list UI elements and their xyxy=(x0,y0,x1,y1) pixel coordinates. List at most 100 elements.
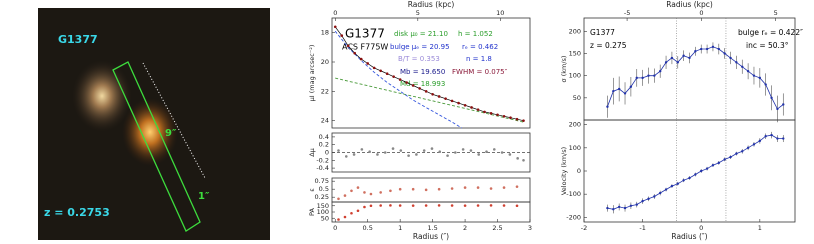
data-point xyxy=(764,135,767,138)
data-point xyxy=(752,74,756,77)
data-point xyxy=(385,72,389,76)
data-point xyxy=(647,197,650,201)
annotation: Mb = 19.650 xyxy=(400,68,445,76)
data-point xyxy=(372,66,376,70)
y-tick-label: 150 xyxy=(569,49,581,57)
data-point xyxy=(379,191,382,194)
data-point xyxy=(492,148,496,151)
y-tick-label: -0.4 xyxy=(316,164,329,172)
data-point xyxy=(369,192,373,196)
data-point xyxy=(411,187,415,191)
data-point xyxy=(489,204,493,207)
data-point xyxy=(509,116,512,120)
data-point xyxy=(617,87,621,91)
data-point xyxy=(446,154,449,157)
annotation: n = 1.8 xyxy=(466,55,492,63)
data-point xyxy=(735,61,738,64)
data-point xyxy=(758,76,762,80)
data-point xyxy=(711,45,715,49)
data-point xyxy=(717,161,721,165)
data-point xyxy=(352,153,356,156)
data-point xyxy=(612,89,615,93)
y-tick-label: -0.2 xyxy=(316,156,329,164)
data-point xyxy=(664,188,668,191)
x2-tick-label: -5 xyxy=(624,9,630,17)
data-point xyxy=(758,139,762,143)
data-point xyxy=(723,52,726,55)
x2-tick-label: 5 xyxy=(774,9,778,17)
data-point xyxy=(450,99,454,103)
y-axis-label: σ (km/s) xyxy=(560,56,568,83)
slit xyxy=(112,61,201,232)
data-point xyxy=(369,204,373,208)
galaxy-image: G1377 z = 0.2753 9″ 1″ xyxy=(38,8,270,240)
data-point xyxy=(337,197,340,201)
data-point xyxy=(353,51,357,55)
data-point xyxy=(676,61,679,64)
data-point xyxy=(735,152,738,155)
x-tick-label: 0.5 xyxy=(363,224,373,232)
data-point xyxy=(485,150,488,154)
y-tick-label: 50 xyxy=(573,94,581,102)
data-point xyxy=(741,150,744,153)
data-point xyxy=(350,189,353,193)
annotation: bulge μₑ = 20.95 xyxy=(390,43,450,51)
data-point xyxy=(344,155,348,158)
data-point xyxy=(606,105,609,108)
data-point xyxy=(444,97,447,100)
data-point xyxy=(670,56,674,60)
data-point xyxy=(641,76,644,80)
annotation: disk μ₀ = 21.10 xyxy=(394,30,448,38)
data-point xyxy=(694,173,697,176)
data-point xyxy=(424,204,428,207)
data-point xyxy=(717,47,721,51)
data-point xyxy=(431,92,434,96)
data-point xyxy=(629,85,633,88)
data-point xyxy=(415,153,418,156)
data-point xyxy=(463,204,467,207)
y-axis-label: Δμ xyxy=(308,148,316,157)
y-tick-label: 200 xyxy=(569,27,581,35)
y-tick-label: 18 xyxy=(321,29,329,37)
data-point xyxy=(623,206,627,210)
data-point xyxy=(437,204,441,207)
data-point xyxy=(470,106,473,109)
model-line xyxy=(335,77,524,123)
data-point xyxy=(379,204,382,207)
data-point xyxy=(515,204,519,208)
annotation: G1377 xyxy=(590,28,615,37)
data-point xyxy=(676,182,679,185)
data-point xyxy=(635,76,638,80)
x-tick-label: -1 xyxy=(639,224,645,232)
data-point xyxy=(617,205,621,209)
y-tick-label: 22 xyxy=(321,87,329,95)
data-point xyxy=(629,204,633,207)
data-point xyxy=(516,157,519,160)
y-axis-label: μI (mag arcsec⁻²) xyxy=(308,45,316,102)
y-tick-label: 0.4 xyxy=(319,133,329,141)
annotation: inc = 50.3° xyxy=(746,41,789,50)
slit-width-label: 1″ xyxy=(198,191,210,202)
data-point xyxy=(368,150,371,154)
data-point xyxy=(489,112,493,115)
data-point xyxy=(437,187,441,191)
data-point xyxy=(477,153,481,156)
y-tick-label: -100 xyxy=(566,190,581,198)
data-point xyxy=(770,96,773,100)
data-point xyxy=(606,206,609,210)
data-point xyxy=(405,81,408,84)
data-point xyxy=(776,107,779,111)
y-tick-label: -200 xyxy=(566,213,581,221)
data-point xyxy=(705,167,709,170)
data-point xyxy=(658,191,662,195)
data-point xyxy=(363,191,366,194)
y-tick-label: 20 xyxy=(321,58,329,66)
y-axis-label: PA xyxy=(308,207,316,216)
data-point xyxy=(398,204,402,207)
annotation: ACS F775W xyxy=(342,43,388,52)
data-point xyxy=(463,103,467,107)
data-point xyxy=(337,218,340,221)
data-point xyxy=(502,204,506,207)
annotation: FWHM = 0.075″ xyxy=(452,68,508,76)
data-point xyxy=(392,75,395,78)
